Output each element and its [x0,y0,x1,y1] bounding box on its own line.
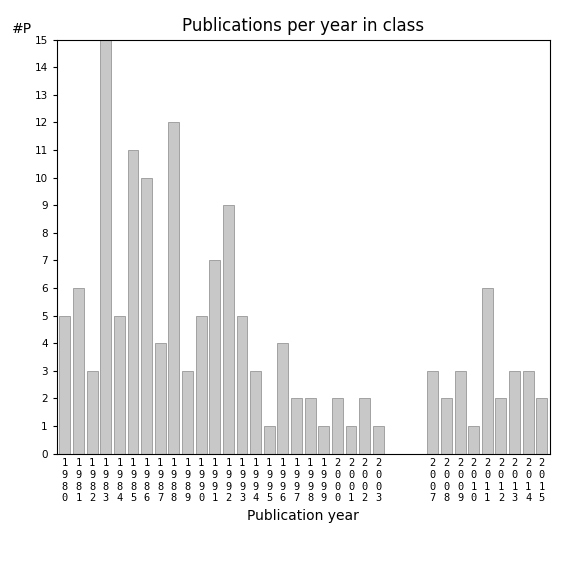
Bar [304,399,316,454]
Y-axis label: #P: #P [12,22,32,36]
Bar [523,371,534,454]
Bar [100,40,111,454]
Bar [509,371,520,454]
Bar [468,426,479,454]
X-axis label: Publication year: Publication year [247,509,359,523]
Bar [73,288,84,454]
Bar [441,399,452,454]
Bar [373,426,384,454]
Bar [60,316,70,454]
Bar [264,426,275,454]
Bar [455,371,466,454]
Bar [277,343,289,454]
Bar [128,150,138,454]
Bar [346,426,357,454]
Bar [196,316,206,454]
Bar [87,371,98,454]
Bar [291,399,302,454]
Bar [168,122,179,454]
Bar [332,399,343,454]
Bar [155,343,166,454]
Bar [223,205,234,454]
Bar [428,371,438,454]
Bar [114,316,125,454]
Bar [250,371,261,454]
Bar [536,399,547,454]
Bar [182,371,193,454]
Bar [496,399,506,454]
Bar [236,316,247,454]
Title: Publications per year in class: Publications per year in class [182,18,425,35]
Bar [318,426,329,454]
Bar [209,260,220,454]
Bar [141,177,152,454]
Bar [482,288,493,454]
Bar [359,399,370,454]
